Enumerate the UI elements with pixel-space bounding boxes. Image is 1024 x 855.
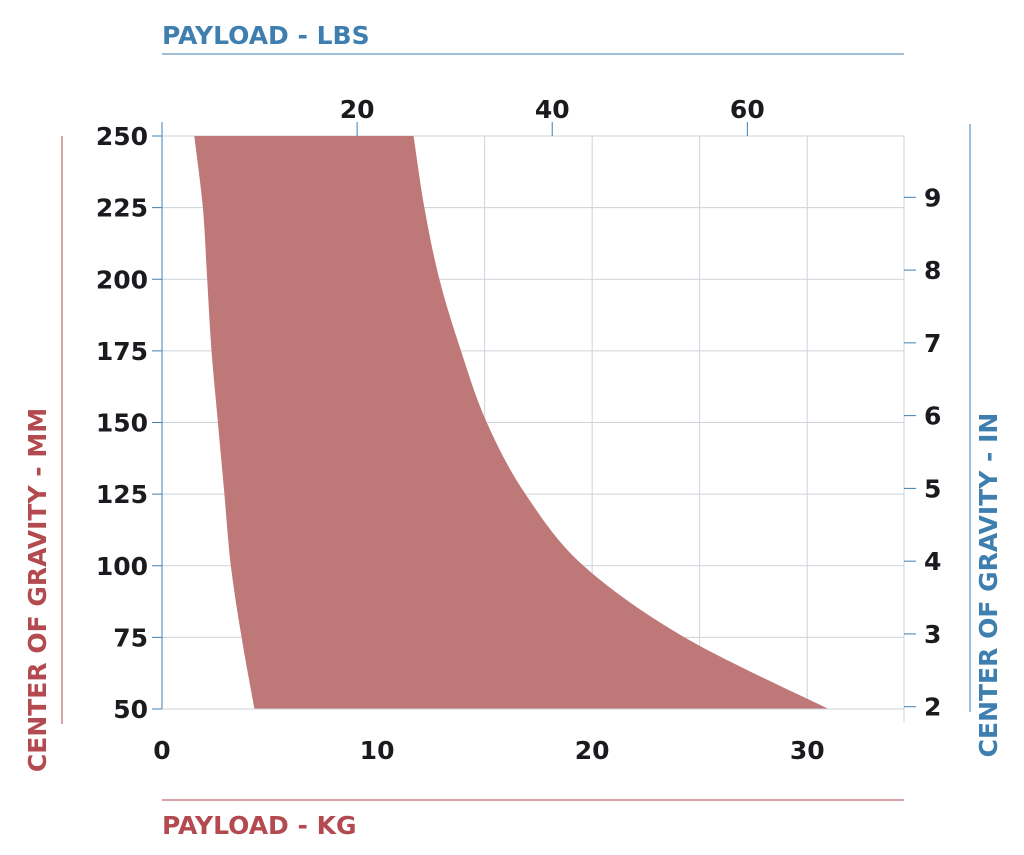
x-bottom-tick-label: 30 <box>790 736 825 765</box>
y-left-tick-label: 50 <box>113 695 148 724</box>
x-bottom-tick-label: 20 <box>575 736 610 765</box>
y-left-tick-label: 150 <box>96 409 148 438</box>
y-left-axis-title: CENTER OF GRAVITY - MM <box>23 408 52 772</box>
x-top-axis-title: PAYLOAD - LBS <box>162 21 370 50</box>
y-left-tick-label: 200 <box>96 265 148 294</box>
y-left-tick-label: 175 <box>96 337 148 366</box>
y-right-tick-label: 4 <box>924 547 941 576</box>
x-top-tick-label: 40 <box>535 95 570 124</box>
x-bottom-tick-label: 10 <box>360 736 395 765</box>
y-right-tick-label: 5 <box>924 474 941 503</box>
chart-axes <box>61 53 971 801</box>
y-left-tick-label: 100 <box>96 552 148 581</box>
y-right-tick-label: 3 <box>924 620 941 649</box>
y-left-tick-label: 75 <box>113 623 148 652</box>
y-right-tick-label: 2 <box>924 693 941 722</box>
allowable-payload-region <box>194 136 829 709</box>
x-top-tick-label: 20 <box>340 95 375 124</box>
y-right-tick-label: 6 <box>924 402 941 431</box>
y-right-tick-label: 9 <box>924 183 941 212</box>
x-bottom-tick-label: 0 <box>153 736 170 765</box>
y-right-tick-label: 7 <box>924 329 941 358</box>
y-left-tick-label: 125 <box>96 480 148 509</box>
y-right-axis-title: CENTER OF GRAVITY - IN <box>974 413 1003 758</box>
y-left-tick-label: 250 <box>96 122 148 151</box>
x-top-tick-label: 60 <box>730 95 765 124</box>
x-bottom-axis-title: PAYLOAD - KG <box>162 811 356 840</box>
y-left-tick-label: 225 <box>96 194 148 223</box>
y-right-tick-label: 8 <box>924 256 941 285</box>
